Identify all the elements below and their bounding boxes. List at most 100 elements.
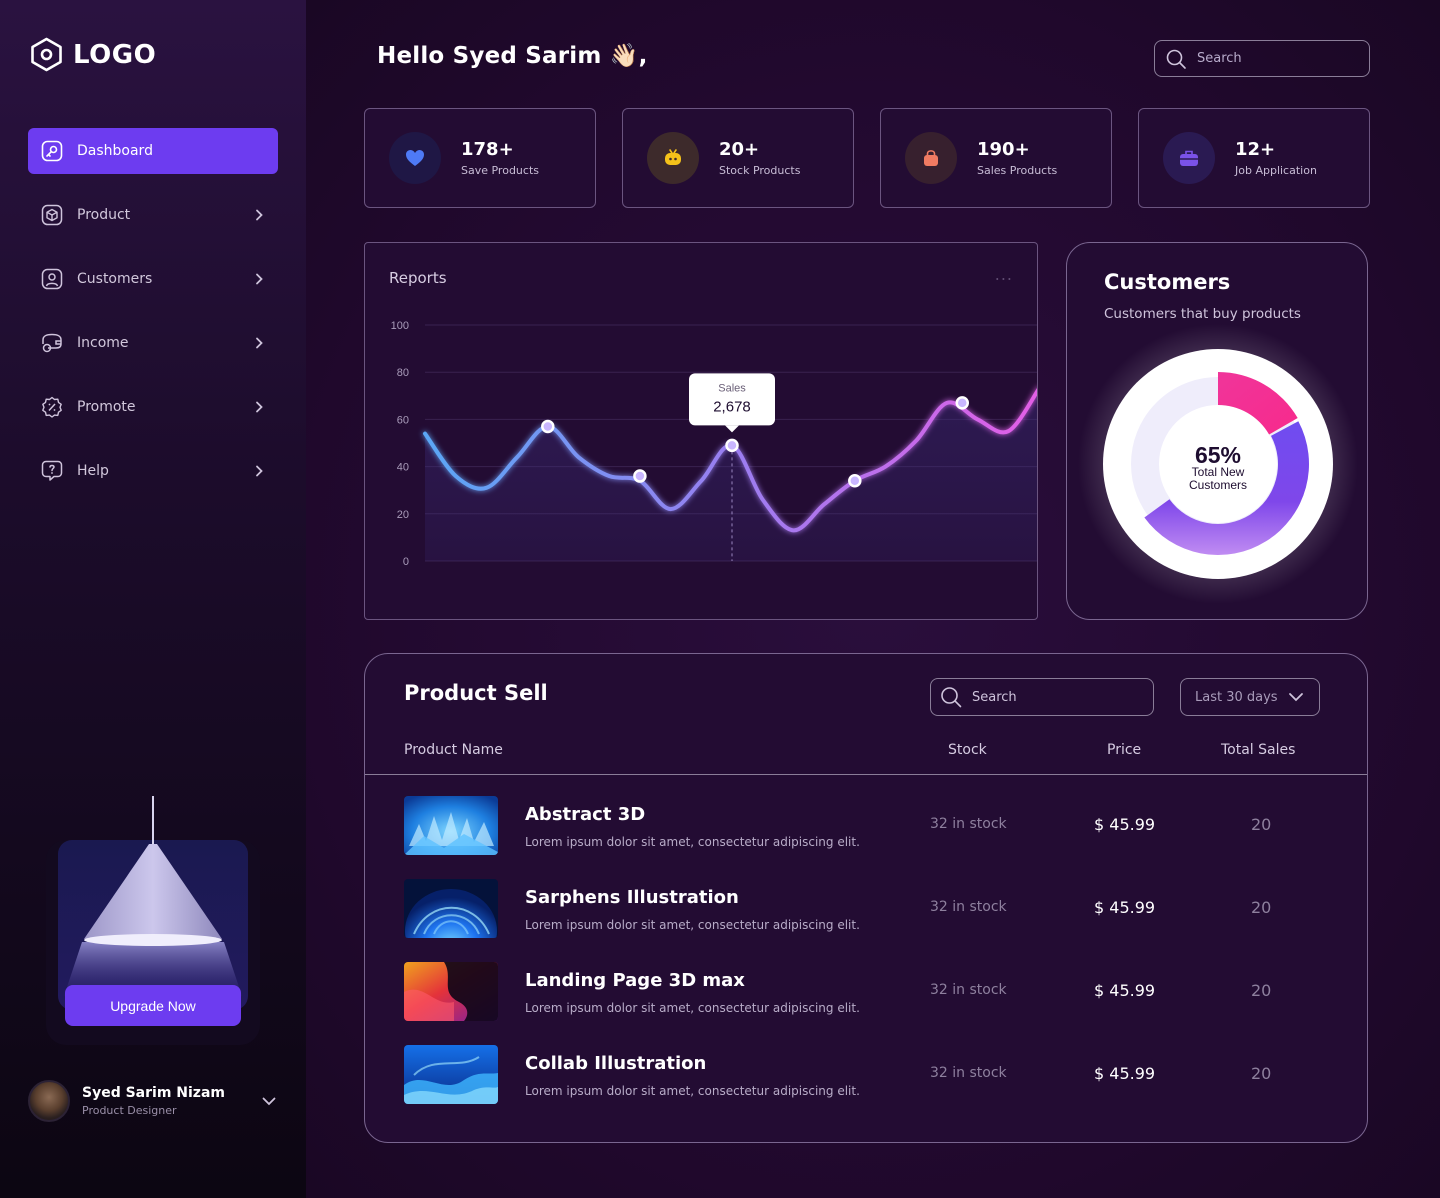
logo-text: LOGO bbox=[73, 39, 157, 70]
product-thumbnail bbox=[404, 1045, 498, 1104]
product-name: Landing Page 3D max bbox=[525, 970, 745, 991]
question-message-icon bbox=[40, 459, 64, 483]
data-point bbox=[725, 438, 739, 453]
lamp-illustration bbox=[64, 796, 242, 996]
search-placeholder: Search bbox=[972, 689, 1017, 705]
product-total-sales: 20 bbox=[1251, 815, 1272, 834]
search-icon bbox=[1166, 49, 1186, 69]
product-description: Lorem ipsum dolor sit amet, consectetur … bbox=[525, 835, 860, 849]
product-price: $ 45.99 bbox=[1094, 1064, 1156, 1083]
cube-icon bbox=[40, 203, 64, 227]
product-search-input[interactable]: Search bbox=[930, 678, 1154, 716]
chevron-right-icon bbox=[256, 273, 263, 285]
product-price: $ 45.99 bbox=[1094, 898, 1156, 917]
table-divider bbox=[365, 774, 1367, 775]
search-placeholder: Search bbox=[1197, 51, 1242, 66]
stat-card-job-application[interactable]: 12+ Job Application bbox=[1138, 108, 1370, 208]
y-tick-label: 40 bbox=[397, 462, 409, 474]
stat-card-stock-products[interactable]: 20+ Stock Products bbox=[622, 108, 854, 208]
tooltip-label: Sales bbox=[718, 382, 746, 394]
stat-text: 20+ Stock Products bbox=[719, 139, 800, 177]
table-row[interactable]: Abstract 3D Lorem ipsum dolor sit amet, … bbox=[365, 796, 1367, 856]
table-row[interactable]: Landing Page 3D max Lorem ipsum dolor si… bbox=[365, 962, 1367, 1022]
sidebar-item-income[interactable]: Income bbox=[28, 320, 278, 366]
search-input[interactable]: Search bbox=[1154, 40, 1370, 77]
sidebar-item-label: Customers bbox=[77, 271, 153, 287]
product-description: Lorem ipsum dolor sit amet, consectetur … bbox=[525, 1084, 860, 1098]
product-thumbnail bbox=[404, 962, 498, 1021]
y-tick-label: 0 bbox=[403, 556, 409, 568]
data-point bbox=[848, 474, 862, 488]
stat-text: 178+ Save Products bbox=[461, 139, 539, 177]
customers-title: Customers bbox=[1104, 270, 1231, 294]
stat-card-sales-products[interactable]: 190+ Sales Products bbox=[880, 108, 1112, 208]
product-name: Collab Illustration bbox=[525, 1053, 707, 1074]
table-row[interactable]: Collab Illustration Lorem ipsum dolor si… bbox=[365, 1045, 1367, 1105]
product-name: Sarphens Illustration bbox=[525, 887, 739, 908]
sidebar: LOGO Dashboard Product Customers bbox=[0, 0, 306, 1198]
stat-card-save-products[interactable]: 178+ Save Products bbox=[364, 108, 596, 208]
date-range-dropdown[interactable]: Last 30 days bbox=[1180, 678, 1320, 716]
data-point bbox=[633, 469, 647, 483]
chevron-right-icon bbox=[256, 401, 263, 413]
product-price: $ 45.99 bbox=[1094, 981, 1156, 1000]
chevron-right-icon bbox=[256, 209, 263, 221]
avatar[interactable] bbox=[28, 1080, 70, 1122]
stat-value: 20+ bbox=[719, 139, 760, 160]
tooltip-value: 2,678 bbox=[713, 398, 751, 415]
column-header-product-name[interactable]: Product Name bbox=[404, 742, 503, 758]
sidebar-item-label: Product bbox=[77, 207, 131, 223]
product-price: $ 45.99 bbox=[1094, 815, 1156, 834]
hexagon-logo-icon bbox=[31, 37, 62, 72]
sidebar-nav: Dashboard Product Customers Income bbox=[28, 128, 278, 512]
stat-value: 12+ bbox=[1235, 139, 1276, 160]
sidebar-item-label: Promote bbox=[77, 399, 136, 415]
column-header-stock[interactable]: Stock bbox=[948, 742, 987, 758]
chart-area-fill bbox=[425, 391, 1037, 561]
reports-line-chart: 0 20 40 60 80 100 Sales 2,678 bbox=[391, 320, 1037, 568]
more-options-icon[interactable]: ... bbox=[994, 265, 1013, 284]
donut-percent: 65% bbox=[1195, 442, 1241, 468]
reports-title: Reports bbox=[389, 269, 447, 287]
column-header-total-sales[interactable]: Total Sales bbox=[1221, 742, 1296, 758]
sidebar-item-customers[interactable]: Customers bbox=[28, 256, 278, 302]
profile-role: Product Designer bbox=[82, 1104, 177, 1117]
page-title: Hello Syed Sarim 👋🏻, bbox=[377, 43, 648, 69]
game-icon bbox=[647, 132, 699, 184]
column-header-price[interactable]: Price bbox=[1107, 742, 1142, 758]
upgrade-now-button[interactable]: Upgrade Now bbox=[65, 985, 241, 1026]
donut-label-line-2: Customers bbox=[1189, 478, 1247, 492]
product-description: Lorem ipsum dolor sit amet, consectetur … bbox=[525, 918, 860, 932]
chevron-right-icon bbox=[256, 465, 263, 477]
profile-text: Syed Sarim Nizam Product Designer bbox=[82, 1085, 260, 1117]
customers-card: Customers Customers that buy products 65… bbox=[1066, 242, 1368, 620]
product-description: Lorem ipsum dolor sit amet, consectetur … bbox=[525, 1001, 860, 1015]
stat-value: 178+ bbox=[461, 139, 514, 160]
product-total-sales: 20 bbox=[1251, 898, 1272, 917]
briefcase-icon bbox=[1163, 132, 1215, 184]
chevron-down-icon[interactable] bbox=[260, 1092, 278, 1110]
table-row[interactable]: Sarphens Illustration Lorem ipsum dolor … bbox=[365, 879, 1367, 939]
data-point bbox=[955, 396, 969, 410]
sidebar-item-product[interactable]: Product bbox=[28, 192, 278, 238]
stat-text: 12+ Job Application bbox=[1235, 139, 1317, 177]
sidebar-item-help[interactable]: Help bbox=[28, 448, 278, 494]
tooltip-box bbox=[689, 373, 775, 426]
product-sell-card: Product Sell Search Last 30 days Product… bbox=[364, 653, 1368, 1143]
product-thumbnail bbox=[404, 879, 498, 938]
logo[interactable]: LOGO bbox=[30, 37, 156, 72]
user-profile[interactable]: Syed Sarim Nizam Product Designer bbox=[28, 1079, 278, 1123]
stat-label: Save Products bbox=[461, 164, 539, 177]
reports-card: Reports ... 0 20 40 60 80 100 Sales 2,678 bbox=[364, 242, 1038, 620]
product-thumbnail bbox=[404, 796, 498, 855]
heart-icon bbox=[389, 132, 441, 184]
y-tick-label: 100 bbox=[391, 320, 409, 332]
sidebar-item-dashboard[interactable]: Dashboard bbox=[28, 128, 278, 174]
sidebar-item-promote[interactable]: Promote bbox=[28, 384, 278, 430]
customers-subtitle: Customers that buy products bbox=[1104, 306, 1301, 322]
customers-donut-chart: 65% Total New Customers bbox=[1078, 324, 1358, 604]
search-icon bbox=[941, 687, 962, 708]
donut-segment-new-customers bbox=[1144, 421, 1309, 555]
stat-label: Stock Products bbox=[719, 164, 801, 177]
discount-badge-icon bbox=[40, 395, 64, 419]
